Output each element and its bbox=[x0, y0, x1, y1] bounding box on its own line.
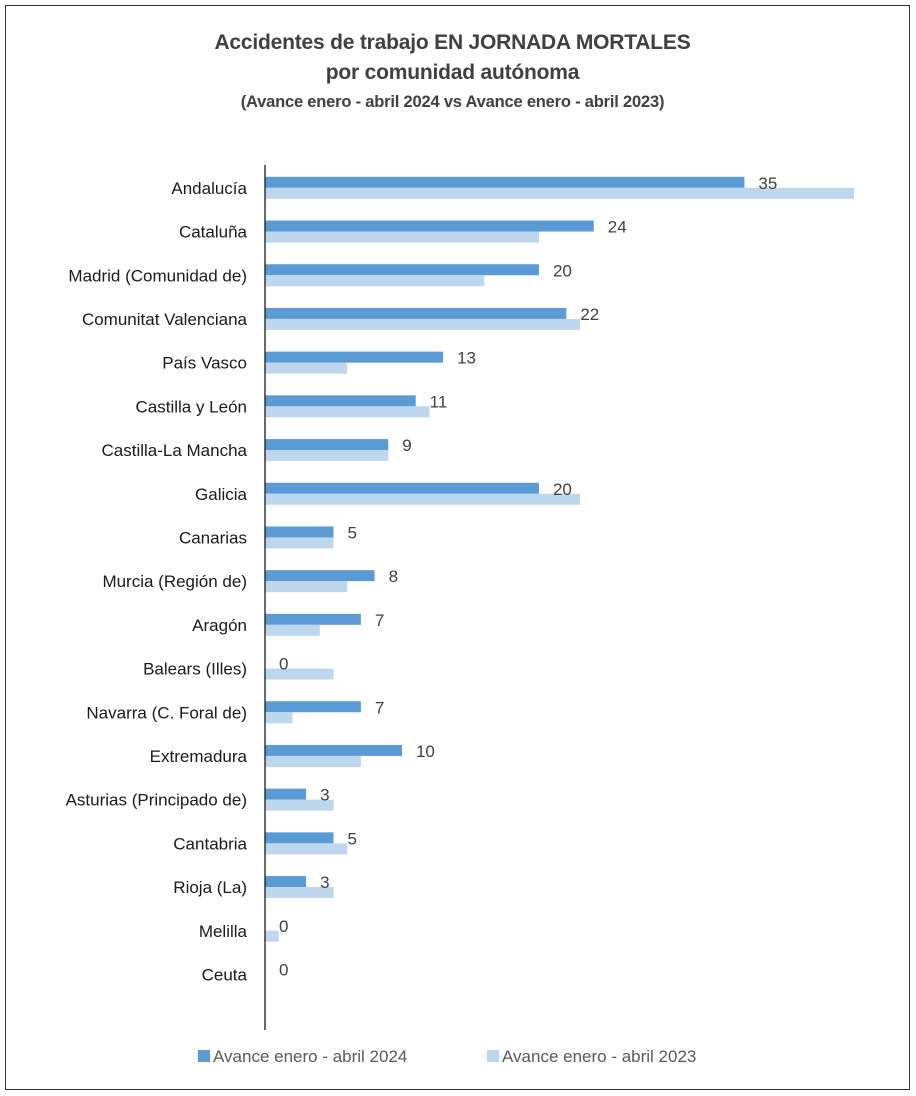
data-label: 8 bbox=[389, 567, 398, 586]
bar-2023 bbox=[265, 493, 581, 505]
category-label: Extremadura bbox=[150, 747, 248, 766]
data-label: 13 bbox=[457, 349, 476, 368]
category-label: Castilla-La Mancha bbox=[101, 441, 247, 460]
bar-2023 bbox=[265, 843, 348, 855]
data-label: 0 bbox=[279, 655, 288, 674]
category-label: Melilla bbox=[199, 922, 248, 941]
bar-2023 bbox=[265, 362, 348, 374]
chart-subtitle: (Avance enero - abril 2024 vs Avance ene… bbox=[240, 93, 665, 111]
category-label: Comunitat Valenciana bbox=[82, 310, 248, 329]
data-label: 5 bbox=[347, 523, 356, 542]
bar-2024 bbox=[265, 570, 375, 582]
bar-2024 bbox=[265, 307, 567, 319]
bar-2023 bbox=[265, 799, 334, 811]
bar-2024 bbox=[265, 395, 416, 407]
data-label: 7 bbox=[375, 611, 384, 630]
legend-item-2024: Avance enero - abril 2024 bbox=[213, 1047, 407, 1066]
bar-2024 bbox=[265, 176, 745, 188]
data-label: 20 bbox=[553, 480, 572, 499]
data-label: 3 bbox=[320, 786, 329, 805]
category-label: Ceuta bbox=[202, 965, 248, 984]
bar-2023 bbox=[265, 624, 320, 636]
bar-2023 bbox=[265, 930, 279, 942]
bar-2024 bbox=[265, 701, 361, 713]
category-label: Cataluña bbox=[179, 223, 248, 242]
bar-2024 bbox=[265, 264, 539, 276]
data-label: 24 bbox=[608, 218, 627, 237]
bar-2024 bbox=[265, 876, 307, 888]
bars-group bbox=[265, 176, 854, 942]
bar-2024 bbox=[265, 439, 389, 451]
data-label: 0 bbox=[279, 917, 288, 936]
data-label: 0 bbox=[279, 960, 288, 979]
bar-2023 bbox=[265, 406, 430, 418]
category-label: Galicia bbox=[195, 485, 248, 504]
data-label: 10 bbox=[416, 742, 435, 761]
bar-2023 bbox=[265, 450, 389, 462]
bar-2023 bbox=[265, 668, 334, 680]
bar-2023 bbox=[265, 755, 361, 767]
category-label: Canarias bbox=[179, 528, 247, 547]
bar-2023 bbox=[265, 231, 539, 243]
chart-title: Accidentes de trabajo EN JORNADA MORTALE… bbox=[214, 31, 691, 54]
category-label: Balears (Illes) bbox=[143, 660, 247, 679]
bar-2024 bbox=[265, 744, 402, 756]
bar-2023 bbox=[265, 537, 334, 549]
bar-2023 bbox=[265, 275, 485, 287]
category-label: Madrid (Comunidad de) bbox=[68, 266, 247, 285]
bar-2023 bbox=[265, 187, 854, 199]
bar-2024 bbox=[265, 613, 361, 625]
legend: Avance enero - abril 2024 Avance enero - … bbox=[198, 1047, 696, 1066]
bar-2024 bbox=[265, 220, 594, 232]
legend-swatch bbox=[198, 1050, 210, 1062]
category-label: Rioja (La) bbox=[173, 878, 247, 897]
data-label: 35 bbox=[758, 174, 777, 193]
category-label: País Vasco bbox=[162, 354, 247, 373]
chart-title-line2: por comunidad autónoma bbox=[325, 61, 580, 84]
bar-2023 bbox=[265, 318, 581, 330]
data-label: 11 bbox=[430, 392, 448, 411]
bar-2024 bbox=[265, 482, 539, 494]
category-labels: Andalucía Cataluña Madrid (Comunidad de) Co… bbox=[66, 179, 248, 985]
legend-item-2023: Avance enero - abril 2023 bbox=[502, 1047, 696, 1066]
data-label: 3 bbox=[320, 873, 329, 892]
category-label: Aragón bbox=[192, 616, 247, 635]
category-label: Castilla y León bbox=[135, 397, 247, 416]
bar-2023 bbox=[265, 581, 348, 593]
data-label: 20 bbox=[553, 261, 572, 280]
data-label: 9 bbox=[402, 436, 411, 455]
bar-2024 bbox=[265, 526, 334, 538]
bar-2023 bbox=[265, 887, 334, 899]
category-label: Cantabria bbox=[173, 834, 247, 853]
data-label: 7 bbox=[375, 698, 384, 717]
data-label: 22 bbox=[580, 305, 599, 324]
bar-2024 bbox=[265, 788, 307, 800]
category-label: Asturias (Principado de) bbox=[66, 791, 247, 810]
legend-swatch bbox=[487, 1050, 499, 1062]
bar-2024 bbox=[265, 832, 334, 844]
bar-2023 bbox=[265, 712, 293, 724]
category-label: Murcia (Región de) bbox=[102, 572, 247, 591]
bar-2024 bbox=[265, 351, 444, 363]
chart-title-block: Accidentes de trabajo EN JORNADA MORTALE… bbox=[0, 28, 905, 116]
category-label: Andalucía bbox=[171, 179, 247, 198]
data-label: 5 bbox=[347, 829, 356, 848]
category-label: Navarra (C. Foral de) bbox=[86, 703, 247, 722]
